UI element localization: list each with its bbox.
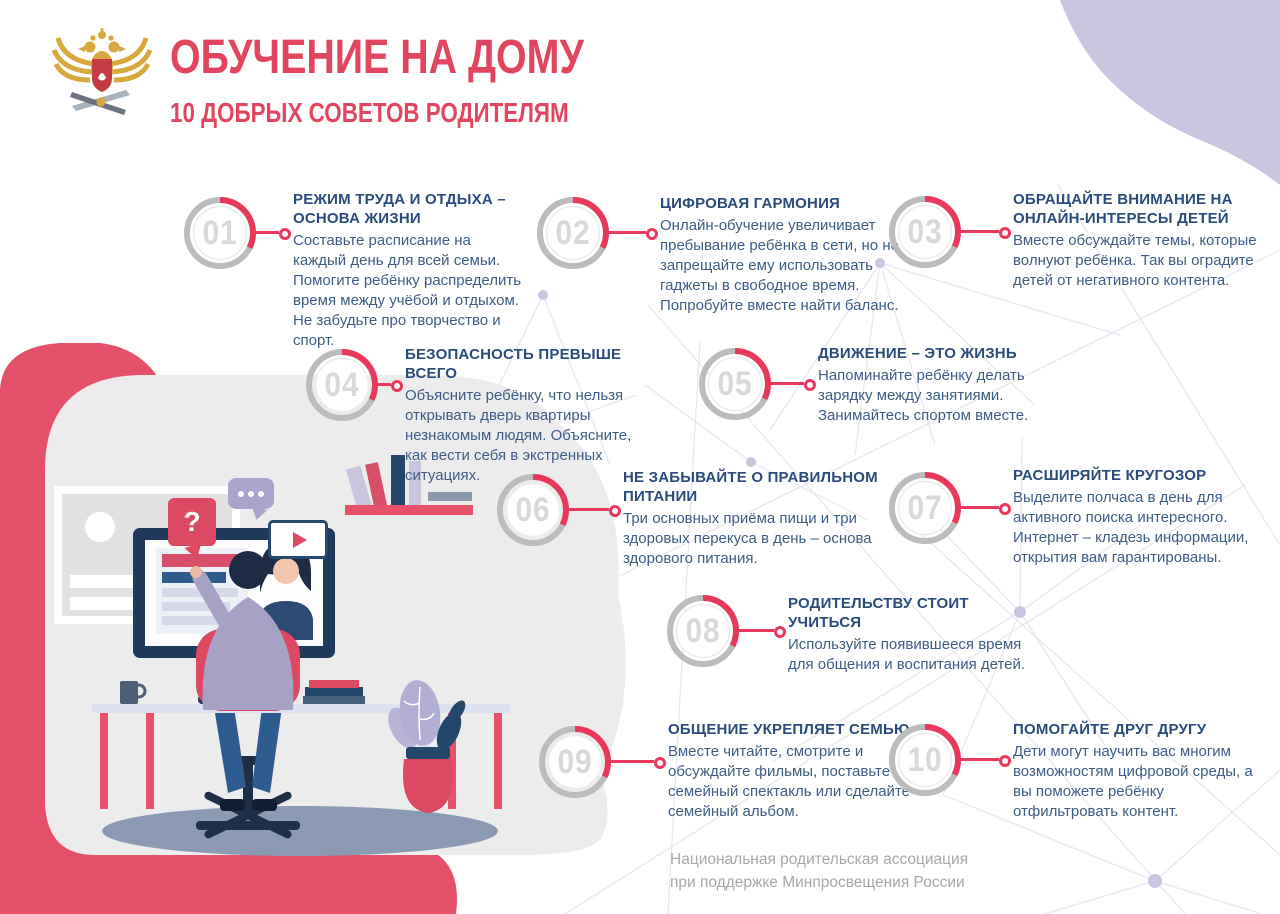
footer-line-1: Национальная родительская ассоциация xyxy=(670,851,969,868)
ministry-emblem-icon xyxy=(51,28,153,115)
corner-blob xyxy=(1060,0,1280,185)
mug xyxy=(120,681,147,704)
plant xyxy=(388,680,466,813)
footer-line-2: при поддержке Минпросвещения России xyxy=(670,874,965,892)
home-learning-illustration xyxy=(0,343,626,914)
desk-books xyxy=(303,680,365,704)
question-mark: ? xyxy=(183,506,201,537)
footer-attribution: Национальная родительская ассоциация при… xyxy=(670,848,1010,895)
dot xyxy=(258,490,264,497)
ellipsis-bubble-icon xyxy=(228,478,274,509)
bookshelf xyxy=(345,455,473,515)
seated-person xyxy=(190,551,300,711)
person-legs xyxy=(214,707,282,811)
page-title: ОБУЧЕНИЕ НА ДОМУ xyxy=(170,31,584,84)
video-popup xyxy=(268,520,328,559)
page-subtitle: 10 ДОБРЫХ СОВЕТОВ РОДИТЕЛЯМ xyxy=(170,96,569,128)
header: ОБУЧЕНИЕ НА ДОМУ 10 ДОБРЫХ СОВЕТОВ РОДИТ… xyxy=(170,31,675,129)
floor-shadow xyxy=(102,806,498,856)
play-icon xyxy=(292,531,307,548)
question-bubble-icon: ? xyxy=(168,498,216,546)
dot xyxy=(238,490,244,497)
dot xyxy=(248,490,254,497)
desk-top xyxy=(92,704,510,713)
